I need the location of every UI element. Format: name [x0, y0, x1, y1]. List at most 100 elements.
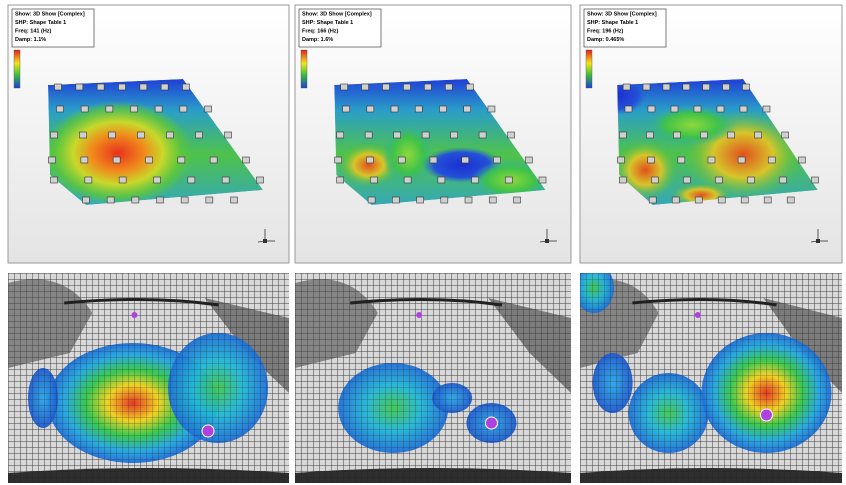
mode-shape-panel: Show: 3D Show [Complex] SHP: Shape Table …: [580, 5, 842, 263]
measurement-node: [206, 197, 213, 203]
measurement-node: [404, 177, 411, 183]
info-line: Freq: 141 (Hz): [15, 28, 52, 34]
measurement-node: [708, 157, 715, 163]
measurement-node: [167, 132, 174, 138]
measurement-node: [155, 106, 162, 112]
measurement-node: [430, 157, 437, 163]
measurement-node: [157, 197, 164, 203]
measurement-node: [106, 106, 113, 112]
measurement-node: [97, 84, 104, 90]
measurement-node: [488, 106, 495, 112]
measurement-node: [472, 177, 479, 183]
measurement-node: [161, 84, 168, 90]
info-line: SHP: Shape Table 1: [302, 20, 353, 26]
info-line: Show: 3D Show [Complex]: [302, 11, 372, 17]
measurement-node: [76, 84, 83, 90]
measurement-node: [619, 132, 626, 138]
reference-point: [416, 312, 422, 318]
measurement-node: [368, 197, 375, 203]
measurement-node: [649, 197, 656, 203]
reference-point: [131, 312, 137, 318]
measurement-node: [383, 84, 390, 90]
measurement-node: [231, 197, 238, 203]
info-line: SHP: Shape Table 1: [15, 20, 66, 26]
measurement-node: [196, 132, 203, 138]
info-line: Damp: 0.465%: [587, 37, 624, 43]
measurement-node: [625, 106, 632, 112]
measurement-node: [694, 106, 701, 112]
measurement-node: [672, 197, 679, 203]
measurement-node: [49, 157, 56, 163]
measurement-node: [683, 84, 690, 90]
measurement-node: [695, 197, 702, 203]
measurement-node: [464, 106, 471, 112]
measurement-node: [673, 132, 680, 138]
fe-model: [8, 273, 289, 483]
measurement-node: [225, 132, 232, 138]
measurement-node: [210, 157, 217, 163]
measurement-node: [462, 157, 469, 163]
reference-point: [695, 312, 701, 318]
excitation-point: [760, 409, 772, 421]
measurement-node: [811, 177, 818, 183]
info-line: Show: 3D Show [Complex]: [15, 11, 85, 17]
info-line: Damp: 1.1%: [15, 37, 46, 43]
measurement-node: [768, 157, 775, 163]
measurement-node: [341, 84, 348, 90]
measurement-node: [394, 132, 401, 138]
measurement-node: [742, 84, 749, 90]
axis-triad: [263, 239, 267, 243]
fe-model-panel: [8, 273, 289, 483]
measurement-node: [508, 132, 515, 138]
measurement-node: [362, 84, 369, 90]
measurement-node: [83, 197, 90, 203]
measurement-node: [787, 197, 794, 203]
axis-triad: [545, 239, 549, 243]
measurement-node: [451, 132, 458, 138]
measurement-node: [741, 197, 748, 203]
measurement-node: [131, 106, 138, 112]
measurement-node: [81, 157, 88, 163]
measurement-node: [424, 84, 431, 90]
info-line: Show: 3D Show [Complex]: [587, 11, 657, 17]
measurement-node: [154, 177, 161, 183]
fe-model: [574, 263, 842, 483]
measurement-node: [337, 132, 344, 138]
measurement-node: [391, 106, 398, 112]
measurement-node: [403, 84, 410, 90]
info-line: Freq: 166 (Hz): [302, 28, 339, 34]
measurement-node: [51, 132, 58, 138]
measurement-node: [747, 177, 754, 183]
excitation-point: [485, 417, 497, 429]
measurement-node: [623, 84, 630, 90]
mode-shape-panel: Show: 3D Show [Complex] SHP: Shape Table …: [8, 5, 289, 263]
measurement-node: [181, 197, 188, 203]
measurement-node: [539, 177, 546, 183]
mesh-overlay: [295, 273, 571, 483]
color-bar: [586, 50, 592, 88]
measurement-node: [109, 132, 116, 138]
measurement-node: [205, 106, 212, 112]
info-line: SHP: Shape Table 1: [587, 20, 638, 26]
measurement-node: [465, 197, 472, 203]
measurement-node: [715, 177, 722, 183]
measurement-node: [438, 177, 445, 183]
measurement-node: [367, 106, 374, 112]
measurement-node: [701, 132, 708, 138]
measurement-node: [119, 177, 126, 183]
measurement-node: [678, 157, 685, 163]
measurement-node: [370, 177, 377, 183]
measurement-node: [398, 157, 405, 163]
measurement-node: [663, 84, 670, 90]
measurement-node: [417, 197, 424, 203]
measurement-node: [643, 84, 650, 90]
measurement-node: [183, 84, 190, 90]
info-line: Damp: 1.6%: [302, 37, 333, 43]
measurement-node: [85, 177, 92, 183]
measurement-node: [723, 84, 730, 90]
measurement-node: [648, 106, 655, 112]
measurement-node: [728, 132, 735, 138]
measurement-node: [365, 132, 372, 138]
measurement-node: [51, 177, 58, 183]
measurement-node: [422, 132, 429, 138]
